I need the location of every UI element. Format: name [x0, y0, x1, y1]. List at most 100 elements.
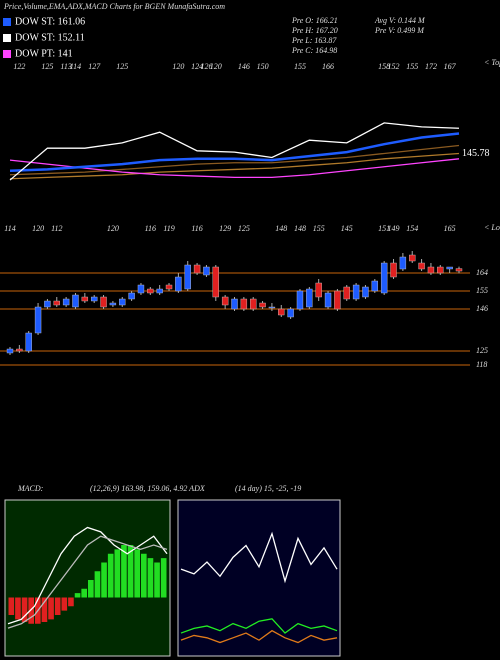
lows-label: < Lows	[484, 223, 500, 232]
legend-swatch	[3, 18, 11, 26]
candle-body	[437, 266, 444, 274]
candle-body	[62, 298, 70, 306]
histogram-bar	[147, 558, 154, 598]
candle-body	[193, 264, 201, 274]
histogram-bar	[114, 549, 121, 598]
candle-body	[418, 262, 425, 270]
low-label: 149	[388, 224, 400, 233]
candle-body	[203, 266, 210, 276]
top-label: 155	[294, 62, 306, 71]
candle-body	[268, 306, 276, 309]
candle-body	[371, 280, 379, 292]
level-label: 118	[476, 360, 487, 369]
candle-body	[399, 256, 407, 270]
candle-body	[184, 264, 191, 290]
candle-body	[137, 284, 145, 294]
top-label: 167	[444, 62, 457, 71]
low-label: 119	[163, 224, 174, 233]
legend-swatch	[3, 50, 11, 58]
histogram-bar	[74, 593, 81, 598]
candle-body	[287, 308, 294, 318]
histogram-bar	[8, 597, 15, 615]
candle-body	[362, 286, 369, 298]
page-title: Price,Volume,EMA,ADX,MACD Charts for BGE…	[3, 2, 225, 11]
low-label: 145	[341, 224, 353, 233]
low-label: 155	[313, 224, 325, 233]
candle-body	[175, 276, 182, 292]
series-line	[9, 144, 460, 176]
candle-body	[324, 292, 332, 308]
series-line	[7, 526, 168, 625]
low-label: 148	[294, 224, 306, 233]
histogram-bar	[88, 580, 94, 598]
candle-body	[81, 296, 89, 302]
series-line	[180, 629, 338, 644]
candle-body	[446, 266, 453, 270]
candle-body	[334, 290, 341, 310]
low-label: 129	[219, 224, 231, 233]
candle-body	[156, 288, 163, 294]
candle-body	[455, 268, 463, 272]
candle-body	[119, 298, 126, 306]
top-label: 122	[13, 62, 25, 71]
low-label: 165	[444, 224, 456, 233]
histogram-bar	[121, 545, 127, 598]
histogram-bar	[94, 571, 101, 598]
candle-body	[44, 300, 51, 308]
histogram-bar	[21, 597, 28, 622]
candle-body	[100, 296, 107, 308]
candle-body	[128, 292, 135, 300]
stat-label: Pre H: 167.20	[291, 26, 338, 35]
low-label: 120	[107, 224, 119, 233]
histogram-bar	[141, 553, 147, 598]
candle-body	[25, 332, 32, 352]
histogram-bar	[54, 597, 61, 615]
adx-title: (14 day) 15, -25, -19	[235, 484, 301, 493]
candle-body	[221, 296, 229, 306]
histogram-bar	[154, 562, 160, 598]
low-label: 114	[4, 224, 15, 233]
top-label: 172	[425, 62, 437, 71]
top-label: 150	[257, 62, 269, 71]
level-label: 155	[476, 286, 488, 295]
legend-label: DOW ST: 161.06	[15, 16, 85, 27]
histogram-bar	[41, 597, 48, 622]
histogram-bar	[127, 545, 134, 598]
candle-body	[109, 302, 117, 306]
top-label: 152	[388, 62, 400, 71]
histogram-bar	[28, 597, 34, 624]
histogram-bar	[134, 549, 140, 598]
stat-label: Pre O: 166.21	[291, 16, 338, 25]
series-line	[180, 531, 338, 584]
stat-label: Pre V: 0.499 M	[374, 26, 425, 35]
top-label: 125	[116, 62, 128, 71]
histogram-bar	[61, 597, 68, 611]
histogram-bar	[68, 597, 74, 607]
top-label: 166	[322, 62, 334, 71]
top-label: 114	[70, 62, 81, 71]
candle-body	[259, 302, 266, 308]
series-line	[9, 132, 460, 173]
candle-body	[352, 284, 360, 300]
top-label: 146	[238, 62, 250, 71]
macd-subtitle: (12,26,9) 163.98, 159.06, 4.92 ADX	[90, 484, 206, 493]
tops-label: < Tops	[484, 58, 500, 67]
histogram-bar	[15, 597, 21, 620]
candle-body	[53, 300, 60, 306]
level-label: 125	[476, 346, 488, 355]
low-label: 116	[145, 224, 156, 233]
macd-title: MACD:	[17, 484, 44, 493]
level-label: 146	[476, 304, 488, 313]
top-label: 158	[378, 62, 390, 71]
candle-body	[427, 266, 435, 274]
candle-body	[296, 290, 304, 310]
candle-body	[315, 282, 322, 298]
top-label: 127	[88, 62, 101, 71]
candle-body	[16, 348, 23, 352]
legend-label: DOW ST: 152.11	[15, 32, 85, 43]
candle-body	[409, 254, 416, 262]
level-label: 145.78	[462, 148, 490, 159]
candle-body	[90, 296, 98, 302]
top-label: 124	[191, 62, 203, 71]
